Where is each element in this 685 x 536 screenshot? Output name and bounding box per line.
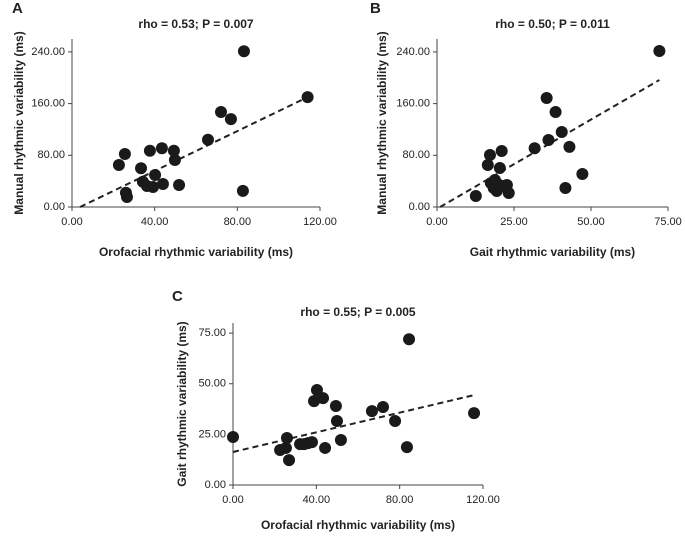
y-tick-label: 240.00 xyxy=(31,46,65,58)
x-tick-label: 80.00 xyxy=(386,494,414,506)
point xyxy=(403,333,416,346)
point xyxy=(483,148,496,161)
trend-line xyxy=(79,96,309,208)
point xyxy=(400,441,413,454)
chart-title: rho = 0.53; P = 0.007 xyxy=(138,17,254,31)
point xyxy=(143,144,156,157)
point xyxy=(168,153,181,166)
point xyxy=(319,441,332,454)
point xyxy=(135,162,148,175)
y-tick-label: 0.00 xyxy=(205,479,226,491)
y-tick-label: 50.00 xyxy=(198,378,226,390)
panel-label: A xyxy=(12,0,23,17)
point xyxy=(377,401,389,414)
point xyxy=(481,159,494,171)
x-tick-label: 0.00 xyxy=(61,216,82,228)
y-tick-label: 240.00 xyxy=(396,46,430,58)
point xyxy=(502,186,515,199)
x-tick-label: 50.00 xyxy=(577,216,605,228)
panel-label: C xyxy=(172,288,183,305)
x-tick-label: 0.00 xyxy=(222,494,243,506)
point xyxy=(365,405,378,418)
chart-title: rho = 0.55; P = 0.005 xyxy=(300,305,416,319)
x-tick-label: 0.00 xyxy=(426,216,447,228)
point xyxy=(224,113,237,126)
point xyxy=(329,400,342,413)
point xyxy=(317,392,329,405)
point xyxy=(549,106,562,119)
point xyxy=(542,133,555,146)
point xyxy=(469,190,482,203)
chart-title: rho = 0.50; P = 0.011 xyxy=(495,17,610,31)
point xyxy=(118,148,131,161)
x-axis-label: Gait rhythmic variability (ms) xyxy=(470,245,635,259)
x-tick-label: 120.00 xyxy=(466,494,500,506)
x-axis-label: Orofacial rhythmic variability (ms) xyxy=(261,518,455,532)
point xyxy=(155,142,168,155)
y-tick-label: 25.00 xyxy=(198,428,226,440)
point xyxy=(330,415,343,428)
panel-label: B xyxy=(370,0,381,17)
point xyxy=(283,454,296,467)
point xyxy=(280,432,293,445)
point xyxy=(279,441,292,454)
y-axis-label: Manual rhythmic variability (ms) xyxy=(375,31,389,214)
point xyxy=(237,45,250,58)
x-tick-label: 40.00 xyxy=(141,216,169,228)
point xyxy=(540,91,553,104)
x-tick-label: 40.00 xyxy=(303,494,331,506)
y-axis-label: Manual rhythmic variability (ms) xyxy=(12,31,26,214)
point xyxy=(201,133,214,146)
point xyxy=(559,182,572,195)
point xyxy=(495,144,508,157)
y-tick-label: 0.00 xyxy=(409,201,430,213)
point xyxy=(167,144,180,157)
point xyxy=(576,168,589,181)
point xyxy=(156,177,169,190)
point xyxy=(305,436,318,449)
y-axis-label: Gait rhythmic variability (ms) xyxy=(175,321,189,486)
y-tick-label: 0.00 xyxy=(44,201,65,213)
trend-line xyxy=(232,394,475,453)
y-tick-label: 80.00 xyxy=(37,149,65,161)
point xyxy=(301,91,314,104)
point xyxy=(236,184,249,197)
point xyxy=(112,159,125,171)
x-tick-label: 120.00 xyxy=(303,216,337,228)
point xyxy=(528,142,541,155)
point xyxy=(173,179,186,192)
point xyxy=(149,169,162,182)
point xyxy=(334,434,347,447)
point xyxy=(147,180,160,193)
y-tick-label: 160.00 xyxy=(396,98,430,110)
x-tick-label: 80.00 xyxy=(224,216,252,228)
point xyxy=(555,126,568,139)
point xyxy=(389,415,402,428)
y-tick-label: 80.00 xyxy=(402,149,430,161)
x-axis-label: Orofacial rhythmic variability (ms) xyxy=(99,245,293,259)
point xyxy=(120,190,133,203)
y-tick-label: 75.00 xyxy=(198,327,226,339)
x-tick-label: 25.00 xyxy=(500,216,528,228)
point xyxy=(468,407,481,420)
point xyxy=(653,44,666,57)
point xyxy=(227,431,239,444)
trend-line xyxy=(439,79,660,208)
x-tick-label: 75.00 xyxy=(654,216,682,228)
point xyxy=(493,161,506,174)
point xyxy=(215,106,228,119)
point xyxy=(563,140,576,153)
y-tick-label: 160.00 xyxy=(31,98,65,110)
